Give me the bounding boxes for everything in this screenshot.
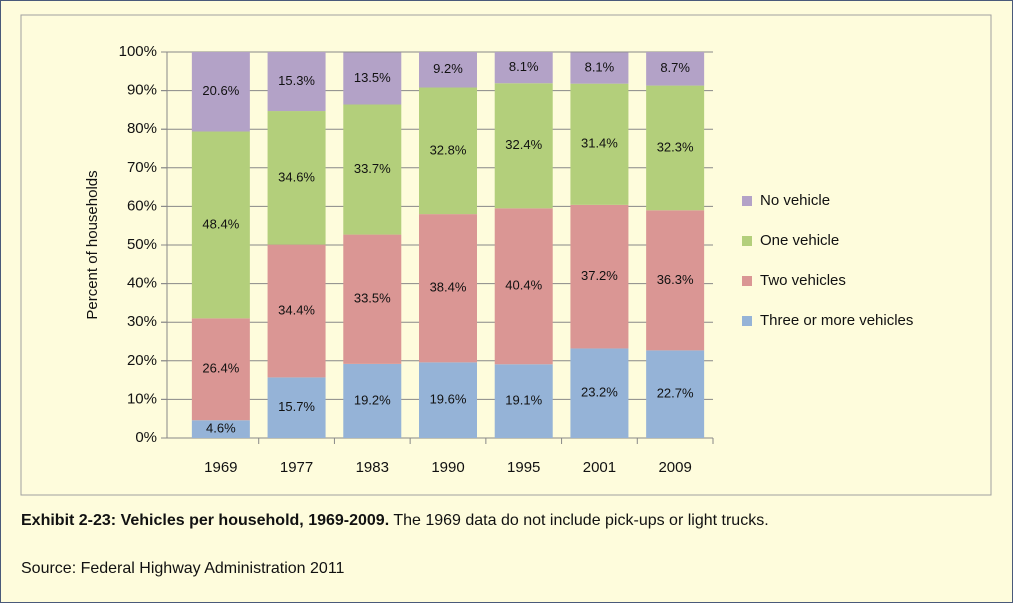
y-tick-label: 90% [127, 82, 157, 99]
value-label: 36.3% [657, 272, 694, 287]
value-label: 15.3% [278, 73, 315, 88]
bar-segment [419, 52, 477, 88]
value-label: 19.2% [354, 392, 391, 407]
value-label: 8.1% [509, 59, 539, 74]
bar-segment [646, 350, 705, 438]
bar-segment [267, 377, 326, 438]
value-label: 33.5% [354, 291, 391, 306]
bar-segment [267, 111, 326, 245]
bar-segment [646, 85, 705, 211]
x-tick-label: 2009 [658, 459, 691, 476]
value-label: 19.6% [430, 392, 467, 407]
x-tick-label: 1969 [204, 459, 237, 476]
value-label: 32.3% [657, 139, 694, 154]
bar-segment [191, 318, 250, 421]
bar-segment [494, 208, 553, 365]
bar-segment [646, 210, 705, 351]
y-tick-label: 20% [127, 352, 157, 369]
bar-segment [494, 364, 553, 438]
y-tick-label: 50% [127, 236, 157, 253]
value-label: 9.2% [433, 61, 463, 76]
x-tick-label: 2001 [583, 459, 616, 476]
value-label: 19.1% [505, 393, 542, 408]
value-label: 8.7% [660, 60, 690, 75]
bar-segment [343, 52, 402, 105]
x-tick-label: 1995 [507, 459, 540, 476]
x-tick-label: 1977 [280, 459, 313, 476]
legend-swatch [742, 316, 752, 326]
value-label: 4.6% [206, 421, 236, 436]
value-label: 48.4% [202, 216, 239, 231]
bar-segment [343, 363, 402, 438]
bar-segment [494, 83, 553, 209]
source: Source: Federal Highway Administration 2… [21, 560, 345, 577]
legend-label: Three or more vehicles [760, 312, 913, 329]
bar-segment [191, 52, 250, 132]
bar-segment [646, 52, 705, 86]
bar-segment [191, 420, 250, 438]
value-label: 32.8% [430, 142, 467, 157]
value-label: 15.7% [278, 399, 315, 414]
value-label: 22.7% [657, 386, 694, 401]
bar-segment [343, 234, 402, 364]
value-label: 20.6% [202, 83, 239, 98]
bar-segment [419, 87, 477, 215]
bar-segment [267, 244, 326, 378]
y-tick-label: 60% [127, 197, 157, 214]
y-axis-label: Percent of households [84, 170, 101, 319]
value-label: 34.6% [278, 169, 315, 184]
legend-label: One vehicle [760, 232, 839, 249]
value-label: 34.4% [278, 302, 315, 317]
legend-swatch [742, 236, 752, 246]
legend-label: Two vehicles [760, 272, 846, 289]
value-label: 38.4% [430, 280, 467, 295]
bar-segment [494, 52, 553, 84]
bar-segment [343, 104, 402, 235]
caption: Exhibit 2-23: Vehicles per household, 19… [21, 509, 981, 533]
value-label: 23.2% [581, 385, 618, 400]
x-tick-label: 1990 [431, 459, 464, 476]
value-label: 37.2% [581, 268, 618, 283]
value-label: 31.4% [581, 136, 618, 151]
bar-segment [570, 204, 629, 349]
value-label: 26.4% [202, 361, 239, 376]
y-tick-label: 30% [127, 313, 157, 330]
value-label: 32.4% [505, 137, 542, 152]
x-tick-label: 1983 [356, 459, 389, 476]
bar-segment [570, 83, 629, 205]
chart-frame [20, 14, 992, 496]
caption-bold: Exhibit 2-23: Vehicles per household, 19… [21, 512, 390, 529]
bar-segment [570, 348, 629, 438]
value-label: 40.4% [505, 278, 542, 293]
y-tick-label: 80% [127, 120, 157, 137]
y-tick-label: 100% [119, 43, 157, 60]
value-label: 13.5% [354, 70, 391, 85]
y-tick-label: 10% [127, 390, 157, 407]
value-label: 33.7% [354, 161, 391, 176]
value-label: 8.1% [585, 59, 615, 74]
y-tick-label: 0% [135, 429, 157, 446]
bar-segment [570, 52, 629, 84]
legend-label: No vehicle [760, 192, 830, 209]
bar-segment [419, 362, 477, 438]
bar-segment [419, 214, 477, 363]
bar-segment [267, 52, 326, 112]
y-tick-label: 40% [127, 275, 157, 292]
bar-segment [191, 131, 250, 319]
legend-swatch [742, 196, 752, 206]
caption-text: The 1969 data do not include pick-ups or… [389, 512, 769, 529]
y-tick-label: 70% [127, 159, 157, 176]
legend-swatch [742, 276, 752, 286]
